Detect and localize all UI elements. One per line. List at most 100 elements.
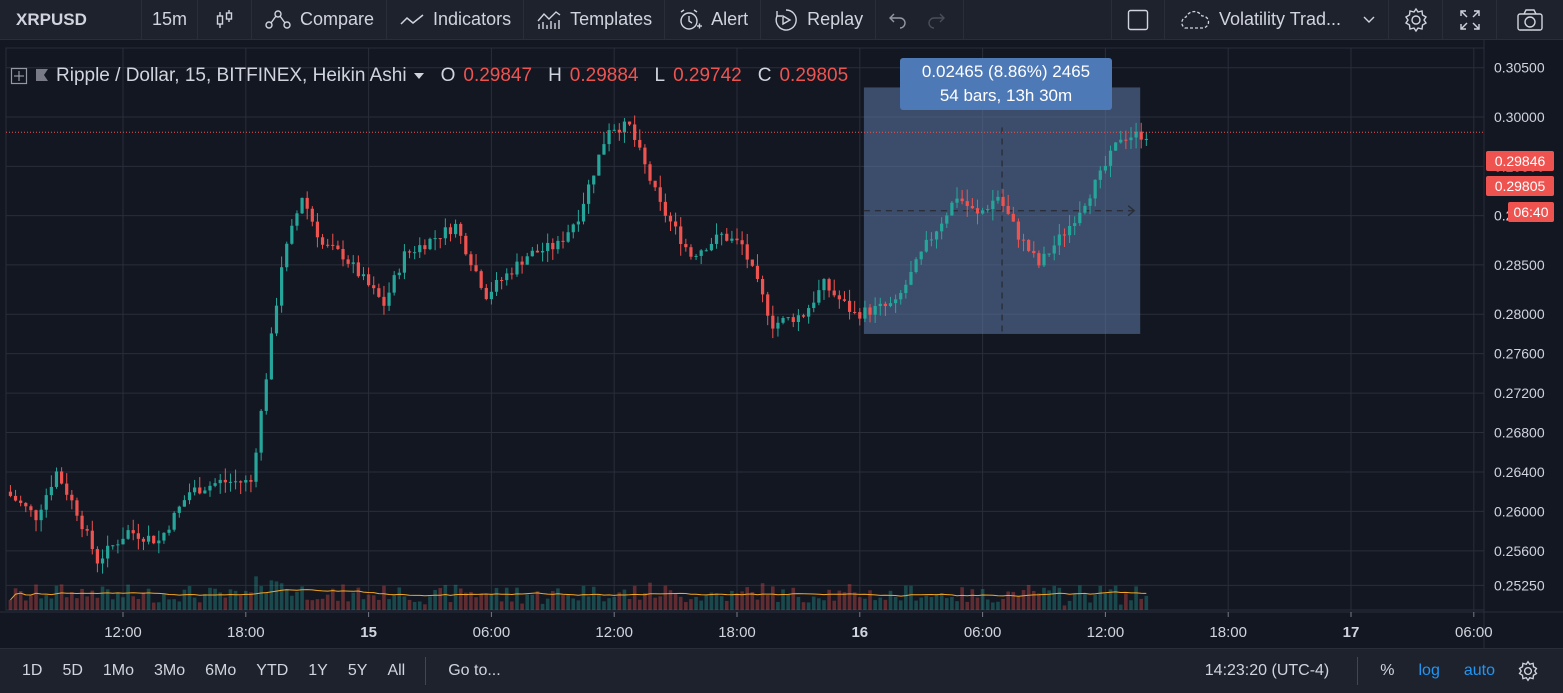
series-title[interactable]: Ripple / Dollar, 15, BITFINEX, Heikin As…: [56, 65, 407, 86]
candle-body: [699, 250, 703, 256]
snapshot-button[interactable]: [1497, 0, 1563, 40]
volume-bar: [141, 592, 146, 610]
volume-bar: [448, 602, 453, 610]
candle-body: [740, 240, 744, 245]
undo-redo-group: [876, 0, 965, 40]
undo-icon[interactable]: [888, 11, 908, 29]
volume-bar: [213, 588, 217, 610]
range-all[interactable]: All: [387, 662, 406, 679]
alert-button[interactable]: Alert: [665, 0, 762, 40]
candle-body: [924, 239, 928, 252]
candle-body: [85, 529, 89, 531]
templates-icon: [537, 10, 561, 29]
caret-down-icon[interactable]: [413, 71, 425, 81]
range-1d[interactable]: 1D: [22, 662, 43, 679]
volume-bar: [632, 585, 637, 610]
price-tag-close: 0.29805: [1486, 176, 1554, 196]
range-5d[interactable]: 5D: [62, 662, 83, 679]
volume-bar: [617, 592, 622, 610]
compare-label: Compare: [300, 9, 375, 29]
candle-body: [54, 471, 59, 487]
add-symbol-icon[interactable]: [10, 67, 28, 85]
volume-bar: [438, 588, 443, 610]
layout-name-button[interactable]: Volatility Trad...: [1165, 0, 1389, 40]
range-ytd[interactable]: YTD: [256, 662, 289, 679]
volume-bar: [822, 600, 826, 610]
volume-bar: [684, 602, 688, 610]
range-3mo[interactable]: 3Mo: [154, 662, 186, 679]
range-1y[interactable]: 1Y: [308, 662, 328, 679]
volume-bar: [745, 587, 750, 610]
volume-bar: [714, 593, 719, 610]
time-tick-label: 18:00: [718, 624, 756, 641]
candle-body: [367, 274, 371, 286]
volume-bar: [837, 590, 842, 610]
replay-button[interactable]: Replay: [761, 0, 877, 40]
volume-bar: [1134, 586, 1138, 610]
templates-button[interactable]: Templates: [524, 0, 666, 40]
volume-bar: [172, 599, 176, 610]
candle-body: [428, 238, 432, 250]
range-1mo[interactable]: 1Mo: [102, 662, 135, 679]
volume-bar: [551, 591, 555, 610]
volume-bar: [197, 602, 202, 610]
volume-bar: [914, 600, 918, 610]
volume-bar: [970, 589, 975, 610]
volume-bar: [735, 593, 739, 610]
candle-body: [228, 481, 233, 483]
price-axis: 0.305000.300000.295000.290000.285000.280…: [1494, 60, 1545, 594]
volume-bar: [730, 590, 734, 610]
candle-body: [39, 509, 43, 521]
volume-bar: [1088, 602, 1092, 610]
candle-body: [919, 251, 923, 260]
candle-body: [1088, 198, 1092, 206]
volume-bar: [545, 598, 550, 610]
volume-bar: [356, 587, 361, 610]
candle-body: [356, 262, 360, 277]
volume-bar: [223, 597, 228, 610]
goto-button[interactable]: Go to...: [448, 662, 501, 679]
candle-body: [975, 208, 980, 214]
chart-pane[interactable]: 0.305000.300000.295000.290000.285000.280…: [0, 40, 1563, 648]
settings-button[interactable]: [1389, 0, 1443, 40]
candle-body: [766, 294, 770, 316]
volume-bar: [371, 595, 376, 610]
price-chart[interactable]: 0.305000.300000.295000.290000.285000.280…: [0, 40, 1563, 648]
compare-button[interactable]: Compare: [252, 0, 388, 40]
candle-body: [1011, 213, 1015, 222]
volume-bar: [909, 585, 913, 610]
volume-bar: [719, 596, 724, 610]
auto-scale-toggle[interactable]: auto: [1463, 662, 1495, 679]
interval-button[interactable]: 15m: [142, 0, 198, 40]
candle-body: [617, 129, 621, 133]
log-scale-toggle[interactable]: log: [1418, 662, 1440, 679]
fullscreen-layout-button[interactable]: [1111, 0, 1165, 40]
gear-icon[interactable]: [1517, 660, 1539, 682]
candle-body: [781, 318, 785, 323]
candle-body: [674, 221, 678, 227]
symbol-search-button[interactable]: XRPUSD: [0, 0, 142, 40]
candle-body: [965, 201, 969, 207]
candle-body: [326, 244, 330, 246]
volume-bar: [612, 596, 616, 610]
clock-timezone[interactable]: 14:23:20 (UTC-4): [1204, 662, 1330, 679]
range-5y[interactable]: 5Y: [347, 662, 368, 679]
candle-body: [1027, 239, 1031, 251]
candle-body: [392, 275, 396, 293]
candle-body: [576, 221, 580, 225]
redo-icon[interactable]: [926, 11, 946, 29]
candle-body: [1062, 234, 1067, 236]
fullscreen-button[interactable]: [1443, 0, 1497, 40]
chart-style-button[interactable]: [198, 0, 252, 40]
volume-bar: [474, 597, 478, 610]
candle-body: [13, 495, 18, 501]
range-6mo[interactable]: 6Mo: [205, 662, 237, 679]
percent-scale-toggle[interactable]: %: [1380, 662, 1395, 679]
candle-body: [346, 259, 350, 264]
candle-body: [208, 485, 212, 491]
candle-body: [1103, 165, 1107, 171]
volume-bar: [499, 601, 504, 610]
volume-bar: [23, 600, 28, 610]
flag-icon[interactable]: [34, 67, 50, 85]
indicators-button[interactable]: Indicators: [387, 0, 525, 40]
